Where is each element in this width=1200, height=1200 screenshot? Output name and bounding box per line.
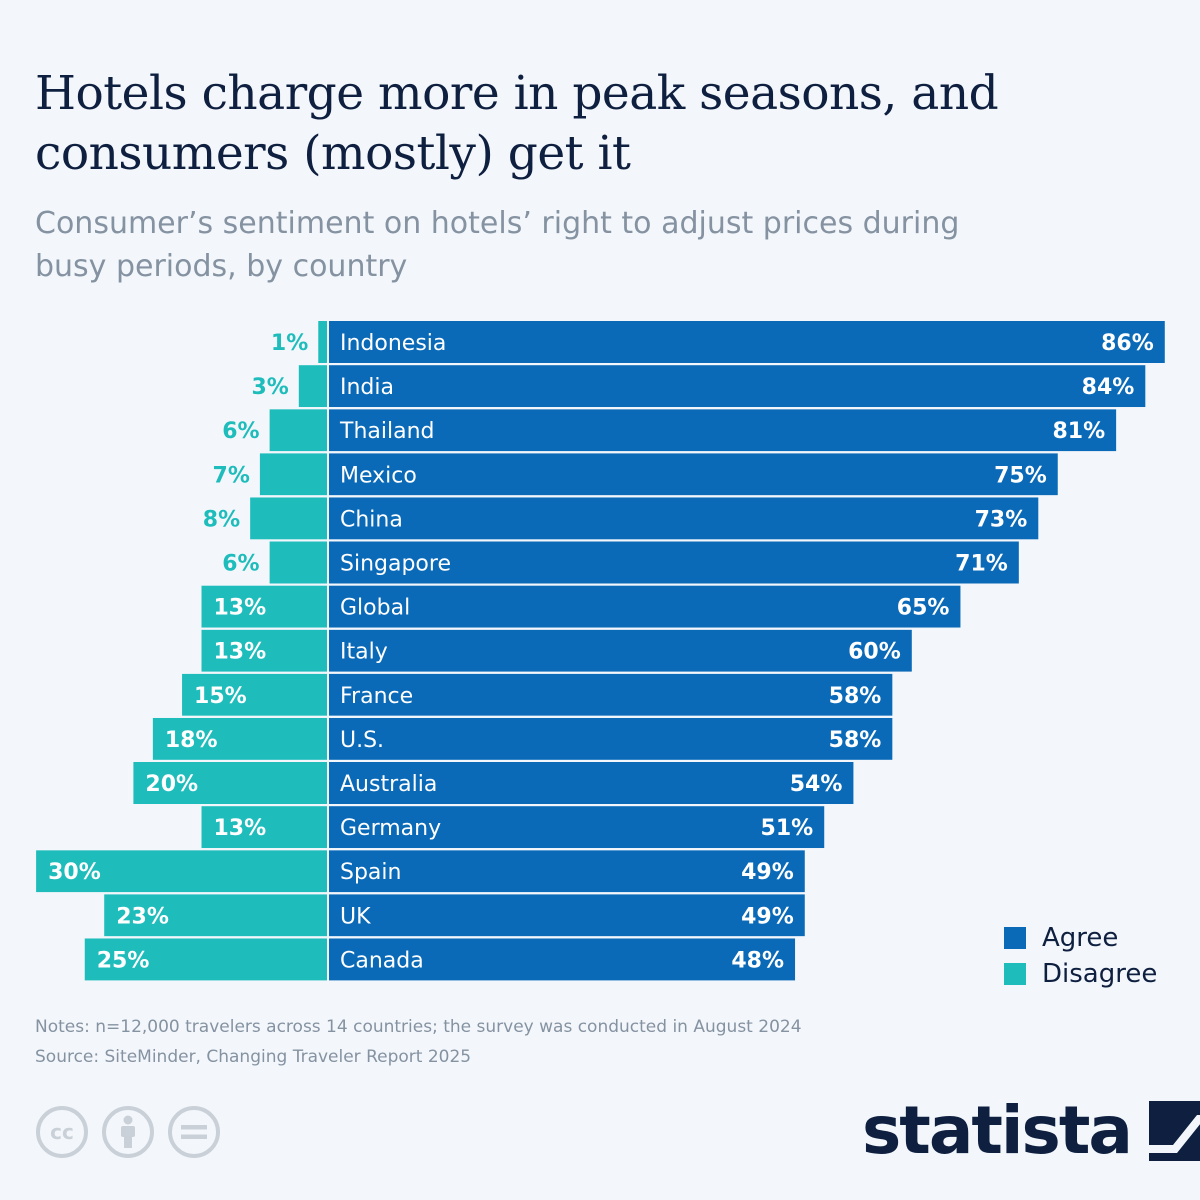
legend-item-agree: Agree [1004,920,1157,956]
legend: Agree Disagree [1004,920,1157,992]
category-label-china: China [340,507,403,532]
value-label-disagree-u-s: 18% [165,728,218,753]
legend-swatch-agree [1004,927,1026,949]
bar-agree-mexico [328,453,1058,496]
legend-label-agree: Agree [1042,923,1119,953]
bar-disagree-spain [36,850,328,893]
category-label-thailand: Thailand [339,419,434,444]
value-label-agree-india: 84% [1082,375,1135,400]
value-label-disagree-singapore: 6% [222,552,259,577]
cc-icon[interactable]: cc [36,1106,88,1158]
value-label-agree-mexico: 75% [994,463,1047,488]
category-label-indonesia: Indonesia [340,331,446,356]
bar-agree-canada [328,938,796,981]
bar-disagree-india [298,365,328,408]
bar-disagree-australia [133,762,328,804]
bar-disagree-china [250,497,328,540]
bar-disagree-singapore [269,541,328,584]
bar-disagree-indonesia [318,321,328,363]
value-label-agree-thailand: 81% [1052,419,1105,444]
value-label-disagree-thailand: 6% [222,419,259,444]
value-label-agree-indonesia: 86% [1101,331,1154,356]
bar-agree-indonesia [328,321,1165,363]
bar-agree-france [328,673,893,716]
value-label-disagree-india: 3% [251,375,288,400]
legend-swatch-disagree [1004,963,1026,985]
category-label-global: Global [340,596,410,621]
notes-text: Notes: n=12,000 travelers across 14 coun… [35,1017,802,1037]
category-label-u-s: U.S. [340,728,384,753]
bar-agree-thailand [328,409,1117,452]
attribution-icon[interactable] [102,1106,154,1158]
bar-agree-global [328,585,961,628]
category-label-australia: Australia [340,772,437,797]
value-label-disagree-global: 13% [214,596,267,621]
bar-disagree-uk [104,894,329,937]
chart-title: Hotels charge more in peak seasons, and … [35,66,999,181]
bar-agree-u-s [328,717,893,760]
value-label-agree-france: 58% [829,684,882,709]
bar-agree-spain [328,850,805,893]
value-label-agree-italy: 60% [848,640,901,665]
bar-disagree-italy [201,629,328,672]
bar-agree-germany [328,806,825,849]
value-label-disagree-france: 15% [194,684,247,709]
category-label-india: India [340,375,394,400]
value-label-disagree-mexico: 7% [213,463,250,488]
category-label-france: France [340,684,413,709]
bar-agree-italy [328,629,912,672]
brand-wordmark: statista [862,1092,1133,1169]
category-label-singapore: Singapore [340,552,451,577]
value-label-agree-singapore: 71% [955,552,1008,577]
value-label-agree-germany: 51% [761,816,814,841]
no-derivatives-icon[interactable] [168,1106,220,1158]
bar-disagree-germany [201,806,328,849]
legend-item-disagree: Disagree [1004,956,1157,992]
value-label-disagree-germany: 13% [214,816,267,841]
bar-disagree-france [182,673,328,716]
value-label-disagree-uk: 23% [116,904,169,929]
bar-disagree-canada [84,938,328,981]
license-icons: cc [36,1106,220,1158]
category-label-germany: Germany [340,816,441,841]
bar-agree-china [328,497,1039,540]
value-label-agree-canada: 48% [731,948,784,973]
bar-disagree-mexico [259,453,328,496]
value-label-disagree-italy: 13% [214,640,267,665]
chart-subtitle: Consumer’s sentiment on hotels’ right to… [35,206,960,284]
category-label-mexico: Mexico [340,463,417,488]
legend-label-disagree: Disagree [1042,959,1158,989]
value-label-disagree-indonesia: 1% [271,331,308,356]
category-label-canada: Canada [340,948,424,973]
bar-disagree-thailand [269,409,328,452]
value-label-agree-uk: 49% [741,904,794,929]
bar-disagree-global [201,585,328,628]
statista-logo[interactable]: statista [862,1096,1200,1166]
value-label-disagree-australia: 20% [145,772,198,797]
value-label-agree-u-s: 58% [829,728,882,753]
bar-agree-india [328,365,1146,408]
value-label-disagree-spain: 30% [48,860,101,885]
bar-agree-uk [328,894,805,937]
value-label-agree-global: 65% [897,596,950,621]
diverging-bar-chart: Indonesia 86% 1% India 84% 3% Thailand 81% 6% Mex… [36,321,1165,981]
bar-agree-australia [328,762,854,804]
value-label-agree-spain: 49% [741,860,794,885]
source-text: Source: SiteMinder, Changing Traveler Re… [35,1047,472,1067]
value-label-agree-china: 73% [975,507,1028,532]
value-label-agree-australia: 54% [790,772,843,797]
bar-agree-singapore [328,541,1019,584]
category-label-italy: Italy [340,640,388,665]
category-label-spain: Spain [340,860,401,885]
value-label-disagree-canada: 25% [97,948,150,973]
footnotes: Notes: n=12,000 travelers across 14 coun… [35,1012,802,1072]
statista-mark-icon [1148,1101,1200,1161]
value-label-disagree-china: 8% [203,507,240,532]
category-label-uk: UK [340,904,371,929]
bar-disagree-u-s [152,717,328,760]
